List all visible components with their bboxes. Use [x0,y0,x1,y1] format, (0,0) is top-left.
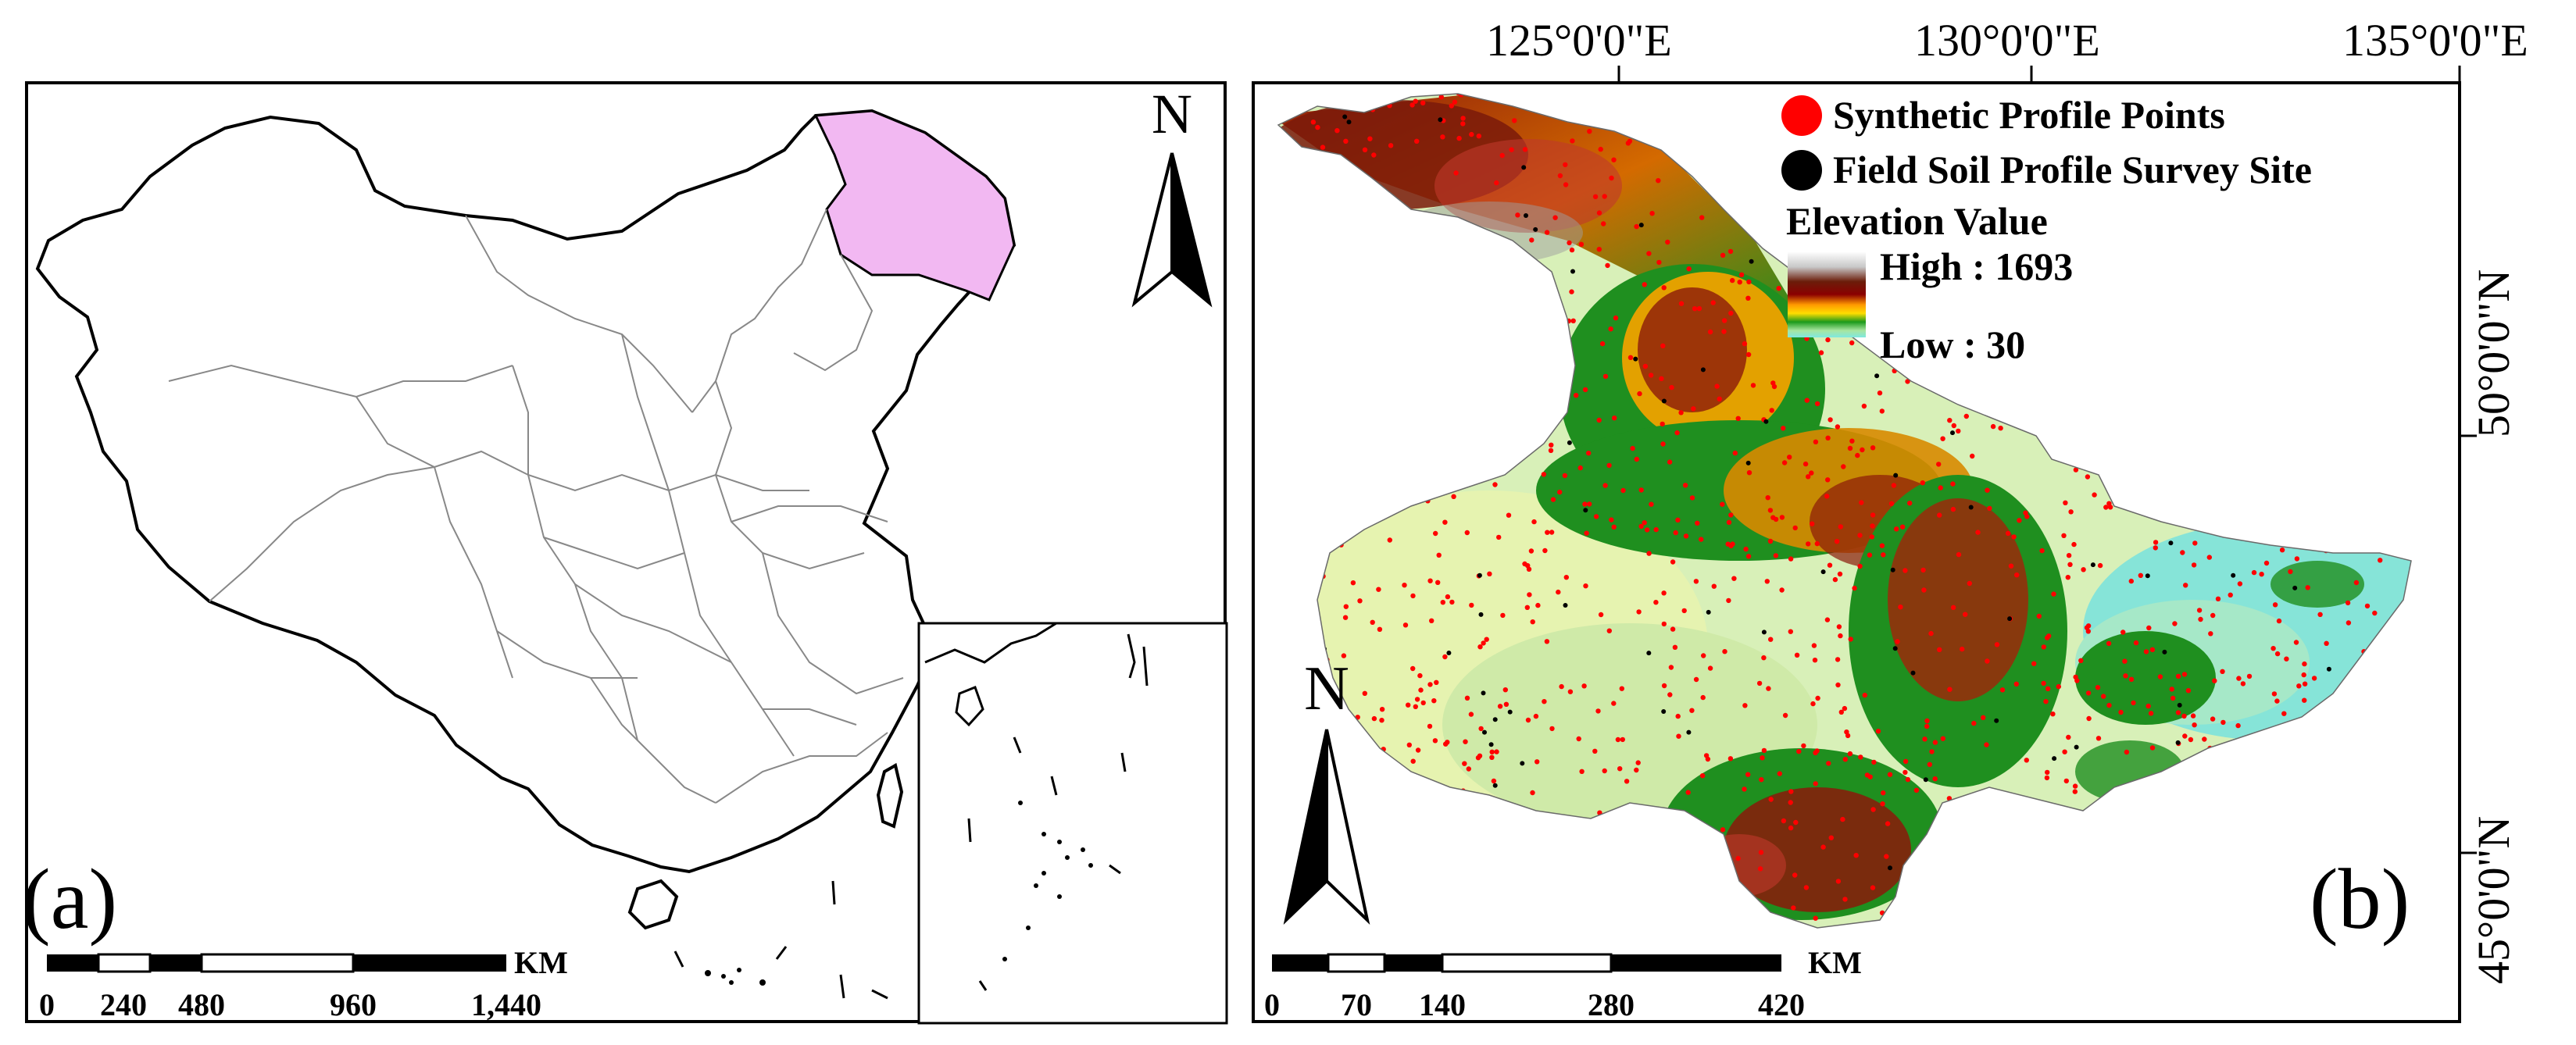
china-outline [35,109,1016,874]
north-arrow-a: N [1131,84,1213,308]
lat-label-50: 50°0'0"N [2468,269,2519,437]
legend-field-label: Field Soil Profile Survey Site [1833,148,2312,191]
north-arrow-b: N [1283,654,1370,925]
panel-b-heilongjiang-map: Synthetic Profile Points Field Soil Prof… [1252,81,2461,1023]
scale-unit-b: KM [1808,945,1862,980]
scale-unit-a: KM [514,945,568,980]
scale-tick-a-2: 480 [178,987,225,1022]
scale-tick-a-1: 240 [100,987,147,1022]
scale-tick-a-4: 1,440 [471,987,541,1022]
scale-tick-b-1: 70 [1341,987,1372,1022]
legend-field-symbol [1781,150,1822,191]
heilongjiang-region [813,109,1016,301]
south-china-sea-inset [917,622,1228,1025]
north-label-b: N [1304,654,1349,723]
lon-label-130: 130°0'0"E [1914,15,2100,66]
south-sea-islands [705,968,766,986]
panel-b-label: (b) [2310,851,2410,947]
south-sea-dashes [673,880,888,1000]
legend-elevation-title: Elevation Value [1786,199,2048,243]
legend-synthetic-label: Synthetic Profile Points [1833,93,2225,137]
scale-bar-b: KM 0 70 140 280 420 [1264,945,1862,1022]
scale-tick-b-0: 0 [1264,987,1280,1022]
hainan-island [627,879,679,930]
province-boundaries [168,209,904,804]
lon-label-135: 135°0'0"E [2342,15,2528,66]
elevation-map-svg: Synthetic Profile Points Field Soil Prof… [1264,93,2412,1022]
legend-high-label: High : 1693 [1880,244,2073,288]
panel-a-label: (a) [28,851,117,947]
scale-tick-b-3: 280 [1588,987,1635,1022]
legend-elevation-ramp [1788,251,1866,337]
china-map-svg: N (a) KM 0 240 480 960 1,440 [28,84,1228,1025]
taiwan-island [876,762,904,829]
lat-label-45: 45°0'0"N [2468,815,2519,984]
legend-synthetic-symbol [1781,95,1822,136]
scale-tick-b-4: 420 [1758,987,1805,1022]
lon-label-125: 125°0'0"E [1486,15,1672,66]
north-label-a: N [1152,84,1192,145]
scale-bar-a: KM 0 240 480 960 1,440 [39,945,568,1022]
legend-b: Synthetic Profile Points Field Soil Prof… [1781,93,2312,366]
panel-a-china-map: N (a) KM 0 240 480 960 1,440 [25,81,1228,1025]
scale-tick-a-3: 960 [330,987,377,1022]
legend-low-label: Low : 30 [1880,323,2025,366]
scale-tick-b-2: 140 [1419,987,1466,1022]
scale-tick-a-0: 0 [39,987,55,1022]
